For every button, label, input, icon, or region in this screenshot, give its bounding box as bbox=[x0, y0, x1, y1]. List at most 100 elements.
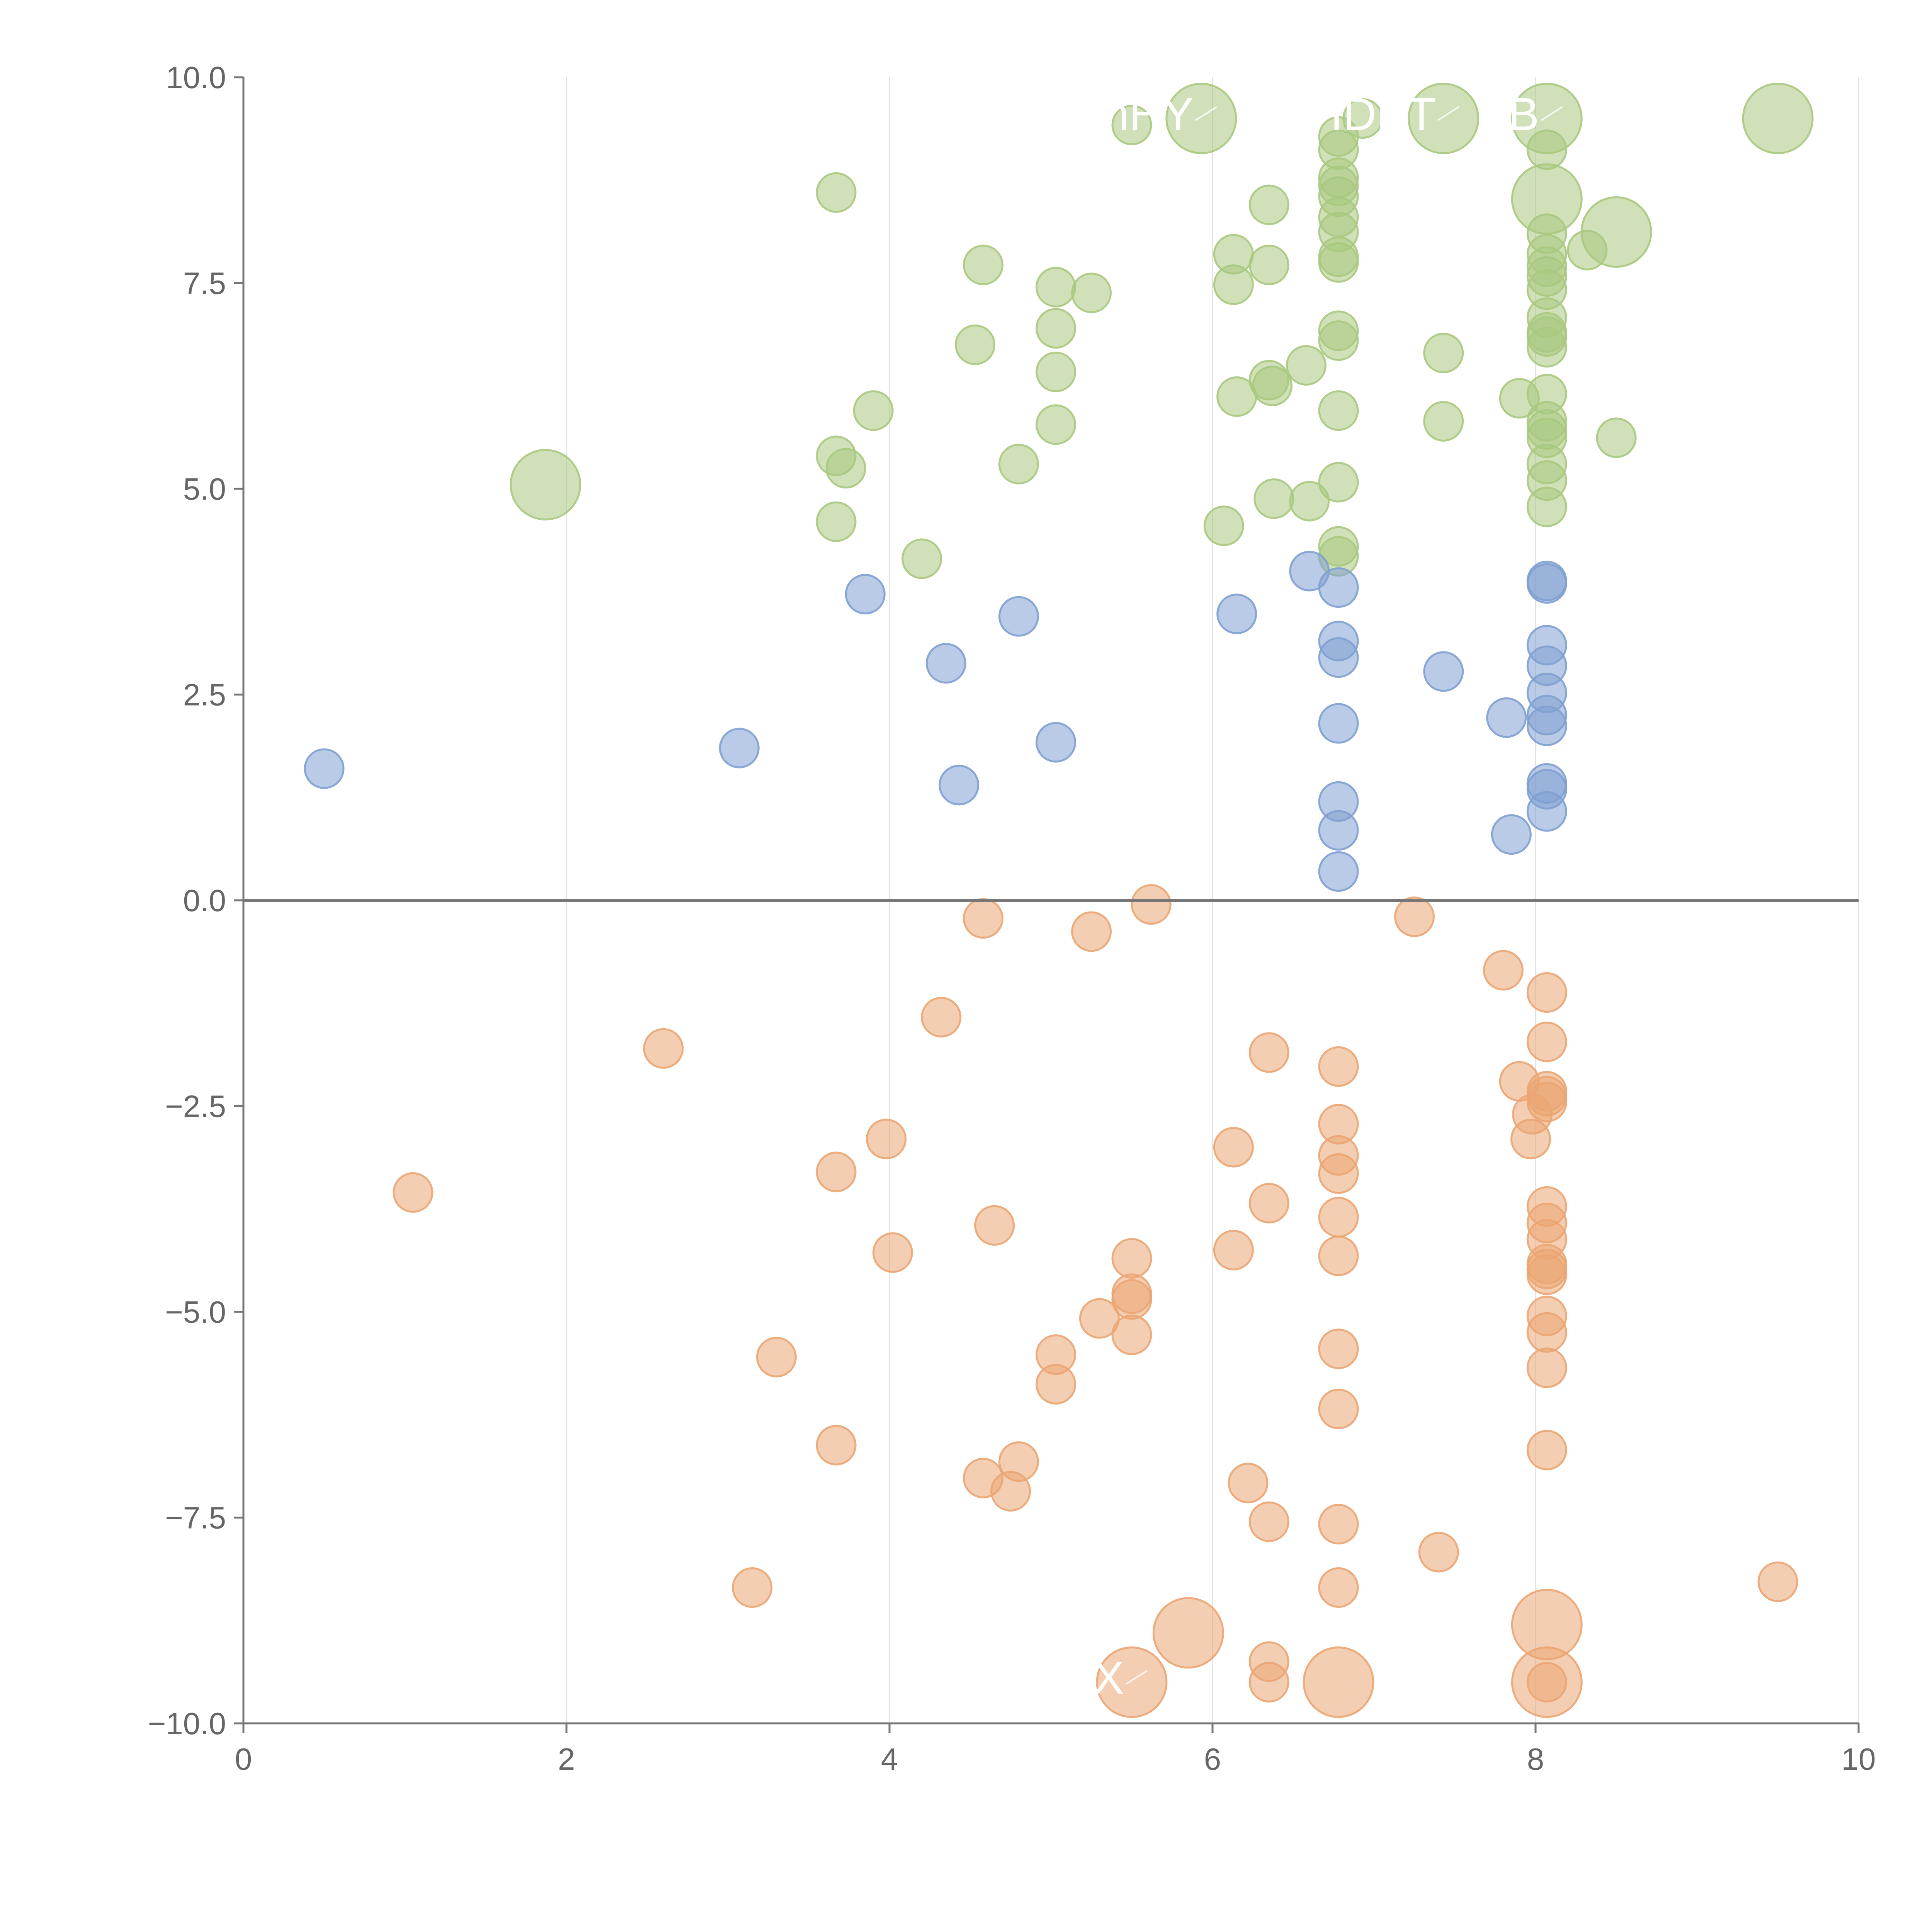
scatter-point bbox=[974, 1205, 1015, 1246]
scatter-point bbox=[1318, 1197, 1359, 1238]
scatter-point bbox=[921, 997, 962, 1037]
scatter-point bbox=[1248, 1501, 1289, 1542]
scatter-point bbox=[1203, 505, 1244, 546]
y-tick-label: −7.5 bbox=[165, 1501, 226, 1535]
scatter-point bbox=[1394, 896, 1435, 937]
scatter-point bbox=[1111, 105, 1152, 146]
scatter-point bbox=[1165, 83, 1237, 154]
y-tick-label: 10.0 bbox=[166, 60, 226, 95]
scatter-point bbox=[1757, 1561, 1798, 1602]
scatter-point bbox=[901, 538, 942, 579]
scatter-point bbox=[955, 324, 996, 365]
scatter-point bbox=[845, 574, 886, 615]
scatter-point bbox=[1342, 98, 1383, 139]
scatter-point bbox=[1526, 327, 1567, 368]
point-annotation: hHY bbox=[1103, 88, 1193, 140]
scatter-point bbox=[643, 1028, 684, 1069]
scatter-point bbox=[853, 390, 894, 431]
scatter-point bbox=[925, 643, 966, 684]
scatter-point bbox=[1071, 272, 1112, 313]
point-annotation: DTX bbox=[1031, 1652, 1124, 1704]
y-tick-label: −2.5 bbox=[165, 1089, 226, 1124]
scatter-point bbox=[1253, 478, 1294, 519]
scatter-point bbox=[816, 501, 857, 542]
scatter-point bbox=[1423, 651, 1464, 692]
scatter-point bbox=[1036, 722, 1077, 763]
scatter-point bbox=[1526, 791, 1567, 832]
scatter-point bbox=[732, 1567, 773, 1608]
scatter-point bbox=[1526, 1254, 1567, 1295]
scatter-point bbox=[1510, 1119, 1551, 1160]
scatter-point bbox=[1248, 1032, 1289, 1073]
scatter-point bbox=[1111, 1238, 1152, 1279]
scatter-point bbox=[1318, 1046, 1359, 1087]
scatter-point bbox=[1491, 814, 1532, 855]
scatter-point bbox=[510, 449, 582, 520]
scatter-point bbox=[1248, 245, 1289, 286]
scatter-point bbox=[1111, 1315, 1152, 1355]
y-tick-label: −10.0 bbox=[148, 1706, 226, 1741]
scatter-point bbox=[1318, 1504, 1359, 1545]
scatter-point bbox=[1526, 1082, 1567, 1122]
scatter-point bbox=[304, 748, 345, 789]
scatter-point bbox=[998, 596, 1039, 637]
scatter-point bbox=[1036, 308, 1077, 349]
scatter-point bbox=[1289, 481, 1330, 522]
scatter-point bbox=[1423, 401, 1464, 442]
scatter-point bbox=[963, 898, 1003, 939]
x-tick-label: 0 bbox=[235, 1742, 252, 1776]
scatter-point bbox=[1318, 320, 1359, 361]
scatter-point bbox=[1079, 1298, 1120, 1339]
y-tick-label: −5.0 bbox=[165, 1295, 226, 1329]
scatter-point bbox=[1318, 1235, 1359, 1276]
scatter-point bbox=[1036, 404, 1077, 445]
scatter-point bbox=[1318, 1567, 1359, 1608]
scatter-point bbox=[1526, 1021, 1567, 1062]
x-tick-label: 2 bbox=[558, 1742, 575, 1776]
scatter-point bbox=[1071, 911, 1112, 952]
scatter-point bbox=[1318, 1153, 1359, 1194]
annotation-leader bbox=[1541, 106, 1563, 121]
scatter-point bbox=[1318, 567, 1359, 608]
scatter-point bbox=[939, 765, 980, 806]
scatter-point bbox=[1526, 1662, 1567, 1702]
scatter-point bbox=[1318, 242, 1359, 283]
scatter-point bbox=[1526, 563, 1567, 604]
scatter-point bbox=[816, 1151, 857, 1192]
scatter-point bbox=[998, 1441, 1039, 1482]
annotation-leader bbox=[1125, 1670, 1148, 1685]
scatter-point bbox=[1318, 1328, 1359, 1369]
scatter-point bbox=[1228, 1463, 1269, 1503]
annotation-leader bbox=[1195, 106, 1217, 121]
y-tick-label: 7.5 bbox=[183, 266, 226, 301]
scatter-point bbox=[872, 1232, 913, 1273]
y-tick-label: 5.0 bbox=[183, 472, 226, 506]
scatter-point bbox=[866, 1119, 907, 1160]
scatter-point bbox=[1318, 390, 1359, 431]
scatter-point bbox=[1248, 1183, 1289, 1224]
scatter-point bbox=[1248, 1662, 1289, 1702]
tick-labels: 0 2 4 6 8 10 10.0 7.5 5.0 2.5 0.0 −2.5 −5.0 −7.5 −10.0 bbox=[148, 60, 1876, 1776]
scatter-point bbox=[1483, 950, 1524, 991]
scatter-point bbox=[393, 1172, 434, 1213]
y-tick-label: 0.0 bbox=[183, 883, 226, 918]
x-tick-label: 6 bbox=[1204, 1742, 1221, 1776]
scatter-point bbox=[1526, 972, 1567, 1013]
scatter-point bbox=[1111, 1279, 1152, 1320]
scatter-point bbox=[1526, 1430, 1567, 1471]
scatter-point bbox=[1526, 1312, 1567, 1353]
scatter-point bbox=[1131, 884, 1172, 925]
scatter-point bbox=[1486, 697, 1527, 738]
scatter-point bbox=[1286, 345, 1327, 386]
scatter-point bbox=[1096, 1646, 1168, 1718]
x-tick-label: 10 bbox=[1842, 1742, 1876, 1776]
scatter-point bbox=[1036, 1364, 1077, 1405]
scatter-point bbox=[1213, 264, 1254, 305]
scatter-point bbox=[1742, 83, 1814, 154]
point-annotation: B bbox=[1508, 88, 1539, 140]
point-annotation: IDPT bbox=[1330, 88, 1435, 140]
scatter-point bbox=[1526, 1347, 1567, 1388]
scatter-point bbox=[1318, 810, 1359, 851]
